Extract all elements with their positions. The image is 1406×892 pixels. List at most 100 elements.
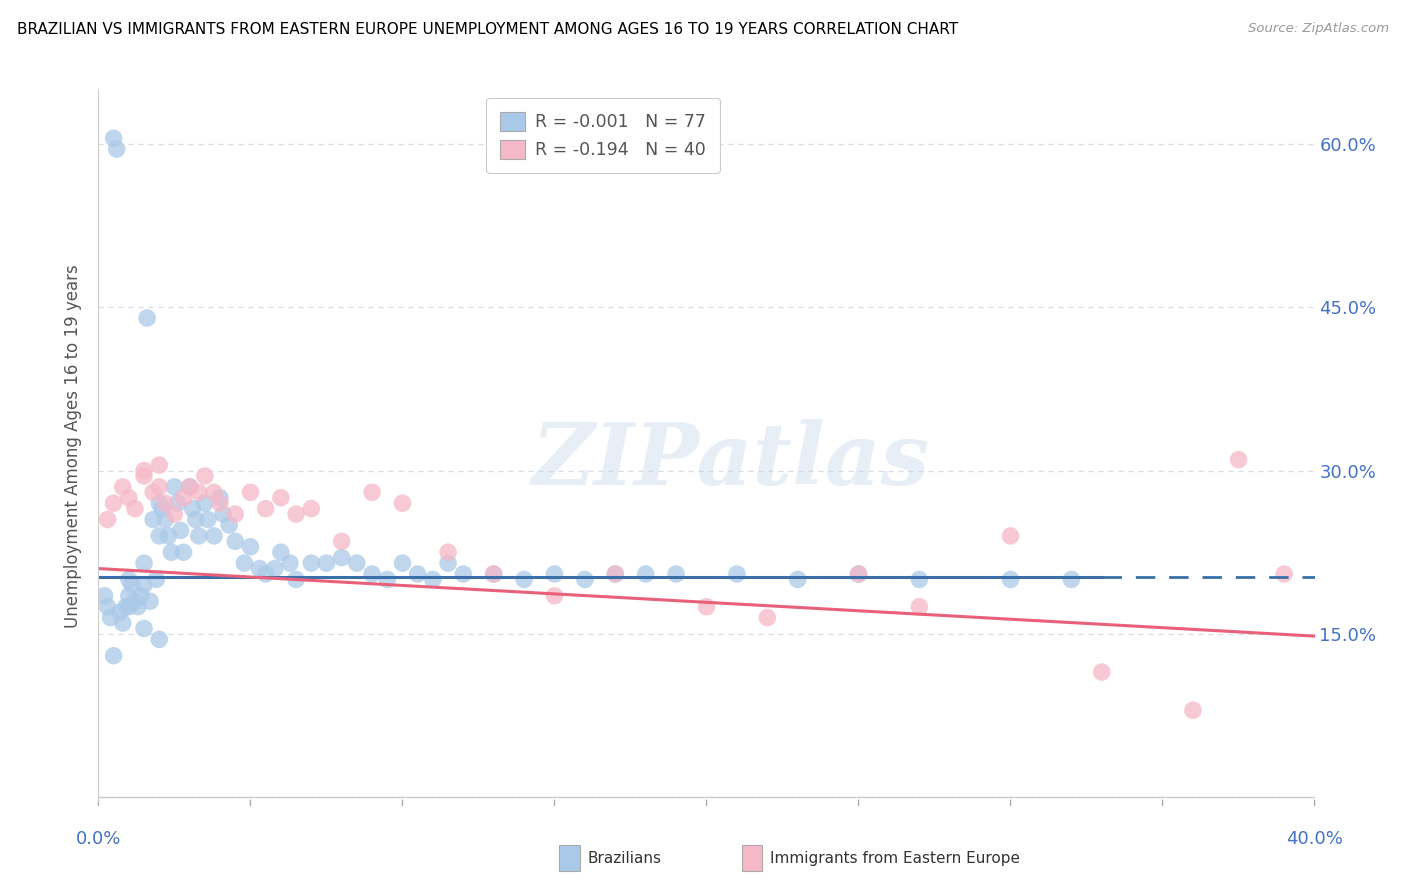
- Point: [1060, 573, 1083, 587]
- Point: [346, 556, 368, 570]
- Point: [908, 573, 931, 587]
- Point: [453, 567, 475, 582]
- Point: [96, 599, 118, 614]
- Point: [148, 529, 170, 543]
- Text: 40.0%: 40.0%: [1286, 830, 1343, 848]
- Point: [148, 632, 170, 647]
- Point: [254, 501, 277, 516]
- Point: [263, 561, 285, 575]
- Point: [270, 491, 292, 505]
- Point: [197, 512, 219, 526]
- Point: [239, 540, 262, 554]
- Point: [163, 507, 186, 521]
- Point: [330, 550, 353, 565]
- Point: [406, 567, 429, 582]
- Point: [103, 648, 125, 663]
- Point: [173, 545, 195, 559]
- Point: [148, 496, 170, 510]
- Point: [756, 610, 779, 624]
- Point: [330, 534, 353, 549]
- Point: [361, 567, 384, 582]
- Point: [142, 512, 165, 526]
- Point: [179, 480, 201, 494]
- Point: [605, 567, 627, 582]
- Text: Brazilians: Brazilians: [588, 851, 662, 865]
- Point: [249, 561, 271, 575]
- Point: [129, 589, 152, 603]
- Point: [1000, 529, 1022, 543]
- Point: [148, 480, 170, 494]
- Point: [118, 589, 141, 603]
- Point: [391, 556, 413, 570]
- Point: [103, 131, 125, 145]
- Point: [285, 573, 308, 587]
- Point: [209, 491, 232, 505]
- Point: [665, 567, 688, 582]
- Point: [209, 496, 232, 510]
- Point: [574, 573, 596, 587]
- Point: [543, 589, 565, 603]
- Point: [1182, 703, 1205, 717]
- Point: [908, 599, 931, 614]
- Point: [270, 545, 292, 559]
- Point: [132, 578, 155, 592]
- Point: [218, 518, 240, 533]
- Text: ZIPatlas: ZIPatlas: [531, 418, 929, 502]
- Point: [111, 480, 134, 494]
- Point: [111, 615, 134, 630]
- Point: [160, 545, 183, 559]
- Point: [634, 567, 657, 582]
- Point: [224, 507, 246, 521]
- Point: [239, 485, 262, 500]
- Text: Source: ZipAtlas.com: Source: ZipAtlas.com: [1249, 22, 1389, 36]
- Point: [361, 485, 384, 500]
- Point: [437, 556, 460, 570]
- Point: [139, 594, 162, 608]
- Point: [285, 507, 308, 521]
- Point: [114, 599, 136, 614]
- Point: [163, 480, 186, 494]
- Point: [132, 463, 155, 477]
- Point: [422, 573, 444, 587]
- Point: [299, 556, 322, 570]
- Point: [118, 573, 141, 587]
- Point: [233, 556, 256, 570]
- Point: [1227, 452, 1250, 467]
- Text: 0.0%: 0.0%: [76, 830, 121, 848]
- Point: [375, 573, 398, 587]
- Point: [202, 485, 225, 500]
- Point: [187, 485, 209, 500]
- Point: [157, 529, 180, 543]
- Point: [212, 507, 235, 521]
- Point: [543, 567, 565, 582]
- Point: [315, 556, 337, 570]
- Text: Immigrants from Eastern Europe: Immigrants from Eastern Europe: [770, 851, 1021, 865]
- Point: [1000, 573, 1022, 587]
- Point: [132, 556, 155, 570]
- Point: [181, 501, 204, 516]
- Y-axis label: Unemployment Among Ages 16 to 19 years: Unemployment Among Ages 16 to 19 years: [65, 264, 83, 628]
- Point: [725, 567, 748, 582]
- Point: [1272, 567, 1295, 582]
- Point: [124, 501, 146, 516]
- Point: [194, 496, 217, 510]
- Point: [437, 545, 460, 559]
- Point: [786, 573, 808, 587]
- Point: [482, 567, 505, 582]
- Point: [105, 142, 128, 156]
- Point: [391, 496, 413, 510]
- Point: [100, 610, 122, 624]
- Point: [150, 501, 173, 516]
- Point: [605, 567, 627, 582]
- Point: [132, 622, 155, 636]
- Point: [148, 458, 170, 472]
- Point: [108, 605, 131, 619]
- Point: [93, 589, 115, 603]
- Point: [136, 310, 159, 325]
- Point: [118, 491, 141, 505]
- Point: [187, 529, 209, 543]
- Point: [184, 512, 207, 526]
- Point: [132, 469, 155, 483]
- Point: [127, 599, 149, 614]
- Point: [194, 469, 217, 483]
